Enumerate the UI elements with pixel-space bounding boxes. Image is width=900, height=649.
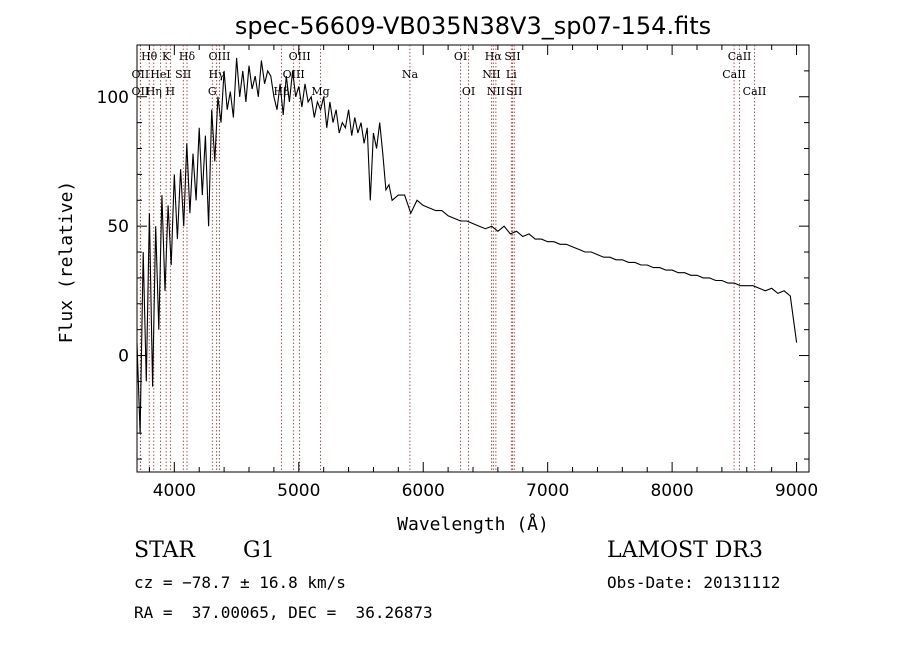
spectral-line-label: OII xyxy=(132,85,150,98)
spectrum-line xyxy=(136,57,798,434)
x-tick-label: 8000 xyxy=(650,481,693,501)
survey-name: LAMOST DR3 xyxy=(607,538,763,563)
spectral-line-label: NII xyxy=(482,68,500,81)
spectral-line-label: G xyxy=(208,85,217,98)
spectral-line-label: OI xyxy=(454,50,467,63)
y-tick-label: 50 xyxy=(107,217,129,237)
spectral-line-label: OIII xyxy=(283,68,305,81)
x-tick-label: 6000 xyxy=(402,481,445,501)
y-axis-ticks: 0 50 100 xyxy=(97,44,809,460)
spectral-line-label: SII xyxy=(506,85,522,98)
spectral-line-label: OII xyxy=(132,68,150,81)
spectral-line-label: Hη xyxy=(146,85,162,98)
spectral-line-label: NII xyxy=(487,85,505,98)
spectral-line-label: HeI xyxy=(150,68,170,81)
spectral-line-label: SII xyxy=(504,50,520,63)
x-axis-ticks: 4000 5000 6000 7000 8000 9000 xyxy=(148,45,818,501)
spectral-line-label: Hδ xyxy=(179,50,196,63)
plot-frame xyxy=(136,44,810,473)
spectral-line-label: Li xyxy=(506,68,517,81)
spectral-line-label: Hα xyxy=(485,50,503,63)
spectral-line-label: CaII xyxy=(722,68,746,81)
obs-date: Obs-Date: 20131112 xyxy=(607,573,781,592)
coordinates: RA = 37.00065, DEC = 36.26873 xyxy=(134,603,433,622)
y-tick-label: 100 xyxy=(97,88,129,108)
redshift-cz: cz = −78.7 ± 16.8 km/s xyxy=(134,573,346,592)
x-tick-label: 5000 xyxy=(277,481,320,501)
spectral-line-label: Hγ xyxy=(209,68,226,81)
x-tick-label: 7000 xyxy=(526,481,569,501)
x-axis-label: Wavelength (Å) xyxy=(397,513,549,535)
chart-title: spec-56609-VB035N38V3_sp07-154.fits xyxy=(235,12,711,40)
spectral-line-label: SII xyxy=(175,68,191,81)
spectral-line-label: CaII xyxy=(728,50,752,63)
y-tick-label: 0 xyxy=(118,347,129,367)
spectral-line-label: OIII xyxy=(208,50,230,63)
y-axis-label: Flux (relative) xyxy=(56,181,77,344)
spectral-line-label: OIII xyxy=(289,50,311,63)
object-subclass: G1 xyxy=(243,538,275,563)
spectral-line-label: Hθ xyxy=(141,50,158,63)
spectral-line-label: Na xyxy=(402,68,419,81)
spectral-line-label: OI xyxy=(462,85,475,98)
spectral-line-label: H xyxy=(166,85,176,98)
x-tick-label: 4000 xyxy=(153,481,196,501)
spectral-line-label: CaII xyxy=(743,85,767,98)
x-tick-label: 9000 xyxy=(775,481,818,501)
spectral-line-label: Mg xyxy=(311,85,329,98)
object-class: STAR xyxy=(134,538,195,563)
spectral-line-label: K xyxy=(162,50,171,63)
